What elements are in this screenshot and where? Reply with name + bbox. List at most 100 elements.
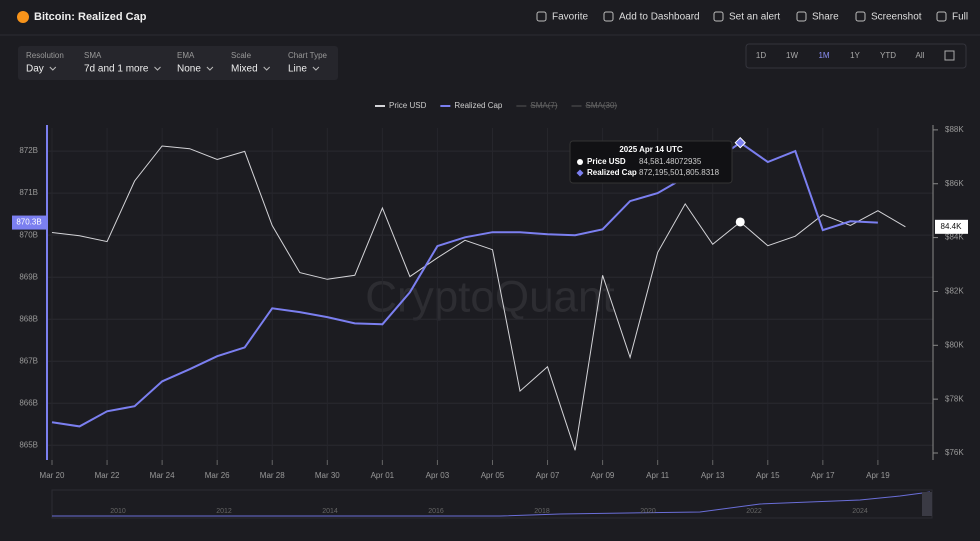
control-label: EMA	[177, 51, 195, 60]
y2-tick-label: $88K	[945, 125, 964, 134]
x-tick-label: Mar 20	[40, 471, 65, 480]
x-tick-label: Apr 15	[756, 471, 780, 480]
navigator-handle[interactable]	[922, 492, 932, 516]
action-button[interactable]: Favorite	[552, 12, 589, 23]
navigator-label: 2020	[640, 508, 656, 515]
last-value-label: 870.3B	[16, 218, 41, 227]
action-icon[interactable]	[936, 11, 947, 22]
y-tick-label: 872B	[19, 146, 38, 155]
page-title: Bitcoin: Realized Cap	[34, 11, 147, 23]
series-line	[51, 145, 906, 451]
navigator-label: 2012	[216, 508, 232, 515]
dropdown-arrow	[263, 66, 271, 71]
x-tick-label: Apr 01	[371, 471, 395, 480]
last-value-box	[12, 215, 46, 230]
control-label: Resolution	[26, 51, 64, 60]
x-tick-label: Apr 09	[591, 471, 615, 480]
navigator-label: 2018	[534, 508, 550, 515]
y-tick-label: 866B	[19, 398, 38, 407]
x-tick-label: Mar 28	[260, 471, 285, 480]
navigator-label: 2010	[110, 508, 126, 515]
hover-marker	[735, 217, 745, 227]
control-label: Scale	[231, 51, 252, 60]
y-tick-label: 865B	[19, 440, 38, 449]
legend-label[interactable]: Price USD	[389, 101, 427, 110]
bitcoin-icon	[17, 11, 29, 23]
range-button[interactable]: All	[916, 51, 925, 60]
x-tick-label: Mar 30	[315, 471, 340, 480]
y2-tick-label: $86K	[945, 179, 964, 188]
y2-tick-label: $80K	[945, 340, 964, 349]
legend-label[interactable]: Realized Cap	[454, 101, 503, 110]
x-tick-label: Apr 07	[536, 471, 560, 480]
range-button[interactable]: 1Y	[850, 51, 860, 60]
last-value-label: 84.4K	[941, 222, 963, 231]
navigator-label: 2016	[428, 508, 444, 515]
navigator-label: 2022	[746, 508, 762, 515]
x-tick-label: Apr 11	[646, 471, 670, 480]
x-tick-label: Apr 03	[426, 471, 450, 480]
y-tick-label: 869B	[19, 272, 38, 281]
y-tick-label: 870B	[19, 230, 38, 239]
tooltip-name: Price USD	[587, 157, 626, 166]
y-tick-label: 871B	[19, 188, 38, 197]
tooltip-date: 2025 Apr 14 UTC	[619, 145, 683, 154]
y2-tick-label: $76K	[945, 448, 964, 457]
tooltip-dot	[576, 169, 584, 177]
y2-tick-label: $84K	[945, 233, 964, 242]
x-tick-label: Apr 19	[866, 471, 890, 480]
last-value-box	[935, 219, 968, 234]
control-value[interactable]: 7d and 1 more	[84, 64, 149, 75]
control-label: SMA	[84, 51, 102, 60]
action-button[interactable]: Share	[812, 12, 839, 23]
x-tick-label: Mar 22	[95, 471, 120, 480]
hover-marker	[734, 137, 746, 149]
dropdown-arrow	[312, 66, 320, 71]
navigator-label: 2024	[852, 508, 868, 515]
dropdown-arrow	[206, 66, 214, 71]
control-value[interactable]: Day	[26, 64, 44, 75]
range-button[interactable]: 1M	[818, 51, 829, 60]
action-icon[interactable]	[713, 11, 724, 22]
dropdown-arrow	[154, 66, 161, 71]
x-tick-label: Apr 17	[811, 471, 835, 480]
y-tick-label: 867B	[19, 356, 38, 365]
action-icon[interactable]	[536, 11, 547, 22]
tooltip	[569, 140, 733, 184]
x-tick-label: Apr 05	[481, 471, 505, 480]
range-panel	[745, 43, 967, 69]
control-value[interactable]: Line	[288, 64, 307, 75]
action-button[interactable]: Full	[952, 12, 968, 23]
dropdown-arrow	[49, 66, 57, 71]
action-button[interactable]: Screenshot	[871, 12, 922, 23]
range-button[interactable]: 1W	[786, 51, 798, 60]
controls-panel	[18, 46, 338, 80]
action-icon[interactable]	[603, 11, 614, 22]
x-tick-label: Mar 26	[205, 471, 230, 480]
control-label: Chart Type	[288, 51, 328, 60]
y2-tick-label: $78K	[945, 394, 964, 403]
control-value[interactable]: Mixed	[231, 64, 258, 75]
x-tick-label: Mar 24	[150, 471, 175, 480]
calendar-button[interactable]	[944, 50, 955, 61]
x-tick-label: Apr 13	[701, 471, 725, 480]
legend-label-disabled[interactable]: SMA(30)	[586, 101, 618, 110]
action-icon[interactable]	[855, 11, 866, 22]
tooltip-value: 84,581.48072935	[639, 157, 702, 166]
action-button[interactable]: Add to Dashboard	[619, 12, 700, 23]
action-button[interactable]: Set an alert	[729, 12, 780, 23]
range-button[interactable]: 1D	[756, 51, 766, 60]
legend-label-disabled[interactable]: SMA(7)	[530, 101, 557, 110]
navigator-line	[52, 491, 931, 517]
tooltip-dot	[577, 159, 583, 165]
tooltip-name: Realized Cap	[587, 168, 637, 177]
y2-tick-label: $82K	[945, 287, 964, 296]
control-value[interactable]: None	[177, 64, 201, 75]
watermark: CryptoQuant	[365, 273, 614, 322]
range-button[interactable]: YTD	[880, 51, 896, 60]
action-icon[interactable]	[796, 11, 807, 22]
tooltip-value: 872,195,501,805.8318	[639, 168, 720, 177]
